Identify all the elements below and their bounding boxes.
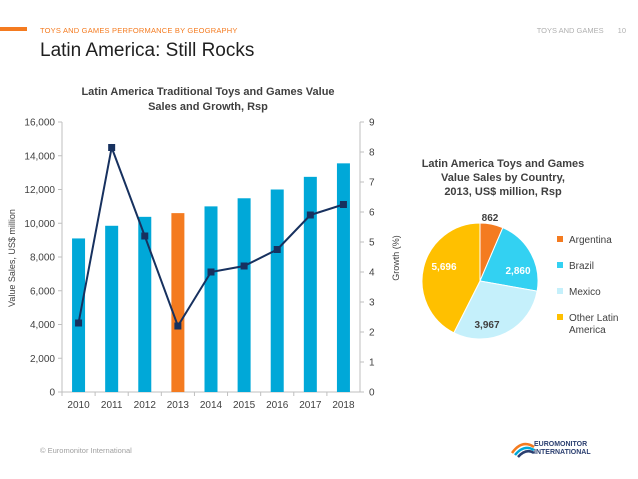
y-tick-label: 14,000: [24, 151, 55, 162]
copyright: © Euromonitor International: [40, 446, 132, 455]
y-tick-label: 8,000: [30, 253, 55, 264]
y-tick-label: 4,000: [30, 320, 55, 331]
growth-point-2010: [75, 319, 83, 327]
page-title: Latin America: Still Rocks: [40, 40, 255, 61]
x-tick-label: 2011: [101, 400, 123, 411]
pie-slice-other-latin-america: [421, 222, 481, 334]
legend-swatch: [557, 236, 563, 242]
legend-label: Brazil: [569, 261, 594, 272]
pie-title-line-3: 2013, US$ million, Rsp: [444, 186, 562, 198]
x-tick-label: 2016: [266, 400, 289, 411]
x-tick-label: 2017: [299, 400, 322, 411]
page-number: 10: [617, 26, 626, 35]
pie-title-line-2: Value Sales by Country,: [441, 172, 565, 184]
category-label: TOYS AND GAMES: [536, 26, 604, 35]
bar-2017: [303, 176, 317, 392]
x-tick-label: 2013: [167, 400, 190, 411]
y-tick-label: 10,000: [24, 219, 55, 230]
y-axis-label: Value Sales, US$ million: [7, 209, 17, 307]
x-tick-label: 2018: [332, 400, 355, 411]
y2-tick-label: 1: [369, 358, 375, 369]
bar-2016: [270, 189, 284, 392]
pie-data-label: 2,860: [505, 266, 530, 277]
bar-2010: [72, 238, 86, 392]
y2-tick-label: 9: [369, 118, 375, 129]
y2-tick-label: 0: [369, 388, 375, 399]
y-tick-label: 2,000: [30, 354, 55, 365]
pie-slice-mexico: [453, 280, 538, 340]
legend-swatch: [557, 314, 563, 320]
legend-swatch: [557, 288, 563, 294]
x-tick-label: 2015: [233, 400, 256, 411]
growth-point-2014: [207, 268, 215, 276]
chart-title-line-2: Sales and Growth, Rsp: [148, 101, 268, 113]
chart-title-line-1: Latin America Traditional Toys and Games…: [81, 86, 334, 98]
legend-swatch: [557, 262, 563, 268]
y2-tick-label: 3: [369, 298, 375, 309]
legend-label: Other Latin: [569, 313, 618, 324]
pie-data-label: 5,696: [431, 262, 456, 273]
header-right: TOYS AND GAMES 10: [537, 26, 626, 35]
pie-slice-brazil: [479, 227, 539, 292]
bar-2013: [171, 213, 185, 392]
x-tick-label: 2014: [200, 400, 223, 411]
y2-tick-label: 7: [369, 178, 375, 189]
growth-point-2016: [273, 246, 281, 253]
y2-tick-label: 4: [369, 268, 375, 279]
growth-point-2018: [339, 201, 347, 208]
logo-line-1: EUROMONITOR: [534, 441, 588, 448]
legend-label: Argentina: [569, 235, 612, 246]
pie-data-label: 862: [482, 213, 499, 224]
y-tick-label: 16,000: [24, 118, 55, 129]
bar-2014: [204, 206, 218, 392]
growth-point-2017: [306, 211, 314, 219]
x-tick-label: 2010: [67, 400, 90, 411]
legend-label: America: [569, 325, 606, 336]
y2-tick-label: 6: [369, 208, 375, 219]
section-label: TOYS AND GAMES PERFORMANCE BY GEOGRAPHY: [40, 26, 238, 35]
euromonitor-logo-icon: [510, 442, 535, 458]
growth-point-2011: [108, 144, 116, 151]
x-tick-label: 2012: [134, 400, 157, 411]
logo-wordmark: EUROMONITOR INTERNATIONAL: [534, 441, 591, 457]
logo-line-2: INTERNATIONAL: [534, 449, 591, 456]
legend-label: Mexico: [569, 287, 601, 298]
pie-data-label: 3,967: [474, 320, 499, 331]
growth-point-2015: [240, 262, 248, 270]
y2-tick-label: 5: [369, 238, 375, 249]
y2-axis-label: Growth (%): [391, 235, 401, 281]
bar-2012: [138, 216, 152, 392]
bar-2015: [237, 198, 251, 392]
y2-tick-label: 8: [369, 148, 375, 159]
bar-2011: [105, 225, 119, 392]
pie-title-line-1: Latin America Toys and Games: [422, 158, 585, 170]
accent-bar: [0, 27, 27, 31]
y-tick-label: 0: [49, 388, 55, 399]
y-tick-label: 6,000: [30, 286, 55, 297]
growth-point-2012: [141, 232, 149, 240]
y2-tick-label: 2: [369, 328, 375, 339]
growth-point-2013: [174, 322, 182, 330]
y-tick-label: 12,000: [24, 185, 55, 196]
bar-2018: [336, 163, 350, 392]
